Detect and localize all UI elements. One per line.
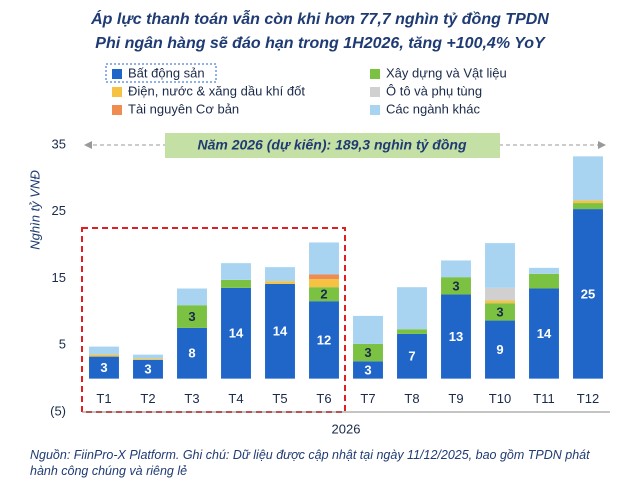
legend-label: Điện, nước & xăng dầu khí đốt xyxy=(128,83,305,98)
legend-label: Các ngành khác xyxy=(386,101,480,116)
legend-swatch xyxy=(370,105,380,115)
data-label: 3 xyxy=(452,278,459,293)
bar-segment xyxy=(529,267,559,274)
x-tick-label: T5 xyxy=(272,391,287,406)
x-tick-label: T11 xyxy=(533,391,554,406)
bar-segment xyxy=(353,361,383,379)
x-tick-label: T2 xyxy=(140,391,155,406)
bar-segment xyxy=(353,315,383,344)
chart-title: Áp lực thanh toán vẫn còn khi hơn 77,7 n… xyxy=(90,8,549,28)
data-label: 14 xyxy=(537,326,552,341)
data-label: 14 xyxy=(273,324,288,339)
x-tick-label: T12 xyxy=(577,391,599,406)
bar-segment xyxy=(133,358,163,360)
y-tick-label: 25 xyxy=(52,203,66,218)
bar-segment xyxy=(133,359,163,379)
bar-segment xyxy=(89,346,119,355)
bar-segment xyxy=(309,242,339,275)
bar-segment xyxy=(573,203,603,210)
bar-segment xyxy=(485,303,515,321)
bar-segment xyxy=(485,243,515,288)
data-label: 13 xyxy=(449,329,463,344)
legend-label: Ô tô và phụ tùng xyxy=(386,83,482,98)
bar-segment xyxy=(221,287,251,379)
bar-segment xyxy=(89,354,119,357)
bar-segment xyxy=(397,329,427,334)
y-tick-label: 5 xyxy=(59,337,66,352)
x-tick-label: T4 xyxy=(228,391,243,406)
x-tick-label: T9 xyxy=(448,391,463,406)
bar-segment xyxy=(441,277,471,295)
note: Nguồn: FiinPro-X Platform. Ghi chú: Dữ l… xyxy=(30,448,590,478)
x-tick-label: T7 xyxy=(360,391,375,406)
bar-segment xyxy=(265,281,295,284)
y-tick-label: (5) xyxy=(50,403,66,418)
bar-segment xyxy=(177,327,207,379)
note-wrap: Nguồn: FiinPro-X Platform. Ghi chú: Dữ l… xyxy=(30,448,590,478)
bar-segment xyxy=(221,279,251,288)
x-axis-label: 2026 xyxy=(332,421,361,436)
data-label: 7 xyxy=(408,349,415,364)
bar-segment xyxy=(485,287,515,301)
legend-label: Tài nguyên Cơ bản xyxy=(128,101,239,116)
bar-segment xyxy=(573,200,603,204)
bar-segment xyxy=(309,287,339,302)
x-tick-label: T10 xyxy=(489,391,511,406)
bar-segment xyxy=(441,294,471,379)
bar-segment xyxy=(441,260,471,278)
annotation-box xyxy=(165,133,500,158)
data-label: 3 xyxy=(364,345,371,360)
bar-segment xyxy=(573,209,603,379)
annotation: Năm 2026 (dự kiến): 189,3 nghìn tỷ đồng xyxy=(197,137,466,153)
legend-swatch xyxy=(112,105,122,115)
bar-segment xyxy=(265,283,295,379)
data-label: 14 xyxy=(229,326,244,341)
bar-segment xyxy=(265,267,295,282)
bar-segment xyxy=(309,279,339,288)
data-label: 3 xyxy=(496,304,503,319)
bar-segment xyxy=(485,320,515,379)
bar-segment xyxy=(485,300,515,304)
bar-segment xyxy=(397,287,427,330)
legend-label: Bất động sản xyxy=(128,65,205,80)
highlight-box xyxy=(81,227,346,413)
legend-swatch xyxy=(370,69,380,79)
legend-label: Xây dựng và Vật liệu xyxy=(386,65,507,80)
chart-subtitle: Phi ngân hàng sẽ đáo hạn trong 1H2026, t… xyxy=(95,35,546,52)
legend-swatch xyxy=(112,87,122,97)
x-tick-label: T1 xyxy=(96,391,111,406)
bar-segment xyxy=(221,263,251,280)
data-label: 12 xyxy=(317,332,331,347)
bar-segment xyxy=(397,333,427,379)
x-tick-label: T3 xyxy=(184,391,199,406)
data-label: 25 xyxy=(581,286,595,301)
bar-segment xyxy=(133,354,163,359)
bar-segment xyxy=(529,288,559,379)
data-label: 8 xyxy=(188,346,195,361)
bar-segment xyxy=(177,288,207,306)
bar-segment xyxy=(177,305,207,328)
y-tick-label: 35 xyxy=(52,136,66,151)
legend-swatch xyxy=(112,69,122,79)
y-axis-label: Nghìn tỷ VNĐ xyxy=(27,170,42,250)
bar-segment xyxy=(309,301,339,379)
x-tick-label: T8 xyxy=(404,391,419,406)
x-tick-label: T6 xyxy=(316,391,331,406)
bar-segment xyxy=(309,274,339,280)
data-label: 3 xyxy=(100,360,107,375)
data-label: 3 xyxy=(364,362,371,377)
bar-segment xyxy=(529,273,559,289)
data-label: 9 xyxy=(496,342,503,357)
bar-segment xyxy=(353,343,383,362)
data-label: 3 xyxy=(188,309,195,324)
legend-swatch xyxy=(370,87,380,97)
bar-segment xyxy=(573,156,603,201)
data-label: 2 xyxy=(320,287,327,302)
bar-segment xyxy=(89,356,119,379)
y-tick-label: 15 xyxy=(52,270,66,285)
data-label: 3 xyxy=(144,362,151,377)
